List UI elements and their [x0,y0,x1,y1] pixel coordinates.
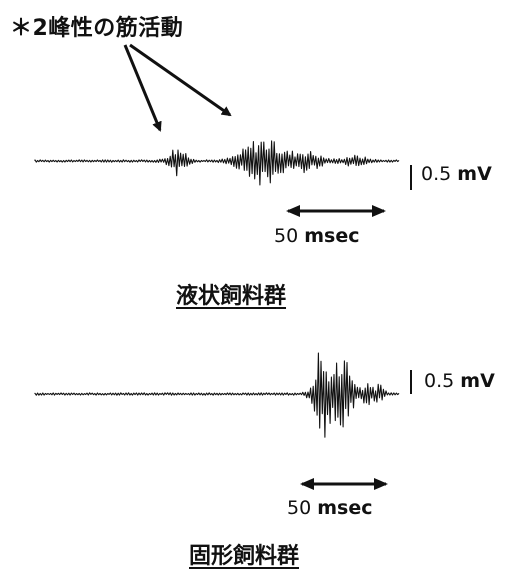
time-scale-label: 50 msec [274,225,360,247]
pointer-arrow-second-burst [129,43,232,117]
group-label-solid-diet: 固形飼料群 [189,544,300,569]
time-scale-value: 50 [287,497,312,519]
amplitude-scale-label: 0.5 mV [421,163,492,185]
amplitude-scale-label: 0.5 mV [424,370,495,392]
time-scale-label: 50 msec [287,497,373,519]
amplitude-scale-unit: mV [460,370,495,392]
pointer-arrow-first-burst [123,44,162,132]
emg-trace-liquid-diet [34,140,400,186]
group-label-liquid-diet: 液状飼料群 [176,284,287,309]
amplitude-scale-unit: mV [457,163,492,185]
time-scale-unit: msec [317,497,373,519]
bimodal-activity-annotation: ＊2峰性の筋活動 [10,16,184,41]
emg-trace-solid-diet [34,352,400,438]
amplitude-scale-value: 0.5 [421,163,452,185]
amplitude-scale-value: 0.5 [424,370,455,392]
time-scale-unit: msec [304,225,360,247]
time-scale-value: 50 [274,225,299,247]
